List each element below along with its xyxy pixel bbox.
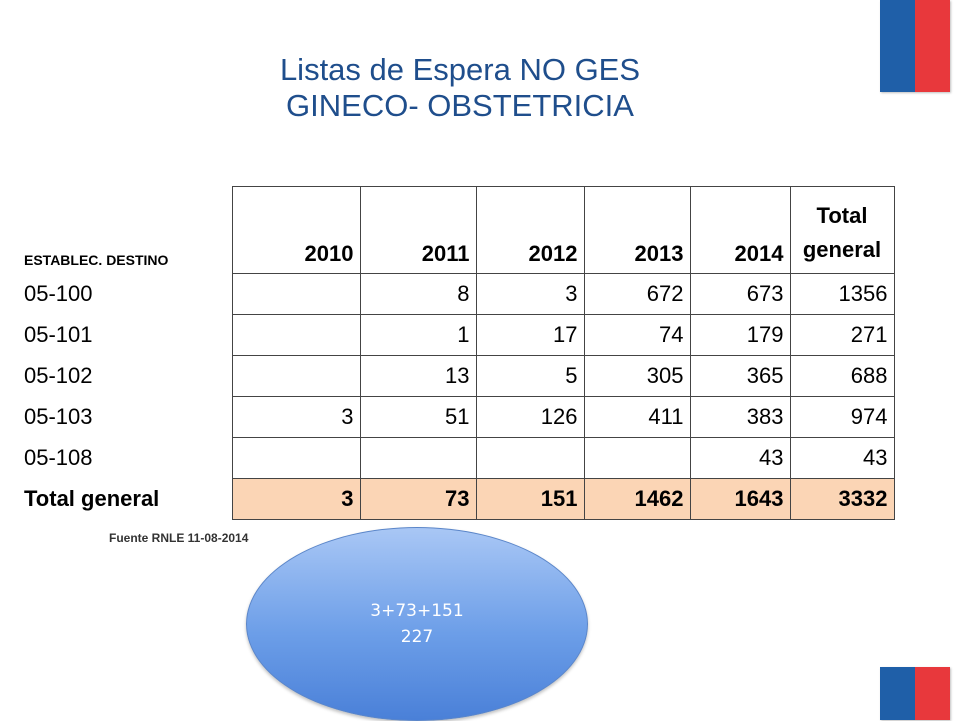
table-row: 05-102 13 5 305 365 688 bbox=[22, 355, 895, 397]
table-cell: 8 bbox=[359, 273, 477, 315]
table-cell bbox=[231, 314, 361, 356]
table-row: 05-100 8 3 672 673 1356 bbox=[22, 273, 895, 315]
total-row-label: Total general bbox=[22, 478, 233, 520]
table-cell: 151 bbox=[475, 478, 585, 520]
table-cell: 305 bbox=[583, 355, 691, 397]
table-cell: 51 bbox=[359, 396, 477, 438]
table-cell: 974 bbox=[789, 396, 895, 438]
column-header-total-line2: general bbox=[802, 237, 882, 262]
row-label: 05-102 bbox=[22, 355, 233, 397]
table-cell: 74 bbox=[583, 314, 691, 356]
column-header-year: 2014 bbox=[689, 186, 791, 274]
table-cell: 365 bbox=[689, 355, 791, 397]
table-cell: 5 bbox=[475, 355, 585, 397]
flag-logo-bottom bbox=[880, 667, 950, 720]
table-cell: 17 bbox=[475, 314, 585, 356]
table-cell: 1643 bbox=[689, 478, 791, 520]
row-label: 05-108 bbox=[22, 437, 233, 479]
table-row: 05-103 3 51 126 411 383 974 bbox=[22, 396, 895, 438]
sum-callout: 3+73+151 227 bbox=[246, 527, 588, 721]
source-note: Fuente RNLE 11-08-2014 bbox=[109, 531, 249, 545]
table-cell: 1356 bbox=[789, 273, 895, 315]
table-row: 05-108 43 43 bbox=[22, 437, 895, 479]
table-cell bbox=[231, 273, 361, 315]
flag-logo-top bbox=[880, 0, 950, 92]
page-subtitle: GINECO- OBSTETRICIA bbox=[286, 88, 634, 123]
table-cell: 13 bbox=[359, 355, 477, 397]
sum-callout-result: 227 bbox=[400, 627, 434, 647]
table-cell bbox=[231, 355, 361, 397]
table-cell: 3332 bbox=[789, 478, 895, 520]
table-cell: 688 bbox=[789, 355, 895, 397]
table-cell: 73 bbox=[359, 478, 477, 520]
total-row: Total general 3 73 151 1462 1643 3332 bbox=[22, 478, 895, 520]
table-cell: 3 bbox=[231, 478, 361, 520]
column-header-year: 2013 bbox=[583, 186, 691, 274]
table-cell: 1462 bbox=[583, 478, 691, 520]
table-cell: 3 bbox=[231, 396, 361, 438]
row-label: 05-103 bbox=[22, 396, 233, 438]
table-cell bbox=[359, 437, 477, 479]
column-header-year: 2010 bbox=[231, 186, 361, 274]
column-header-total: Total general bbox=[789, 186, 895, 274]
table-cell: 179 bbox=[689, 314, 791, 356]
page-title: Listas de Espera NO GES bbox=[279, 52, 641, 87]
waiting-list-table: ESTABLEC. DESTINO 2010 2011 2012 2013 20… bbox=[22, 186, 895, 520]
table-cell bbox=[231, 437, 361, 479]
column-header-year: 2012 bbox=[475, 186, 585, 274]
table-cell: 43 bbox=[789, 437, 895, 479]
table-cell: 3 bbox=[475, 273, 585, 315]
column-header-establishment: ESTABLEC. DESTINO bbox=[24, 251, 169, 268]
row-label: 05-100 bbox=[22, 273, 233, 315]
table-header-row: ESTABLEC. DESTINO 2010 2011 2012 2013 20… bbox=[22, 186, 895, 274]
table-cell: 1 bbox=[359, 314, 477, 356]
table-cell bbox=[583, 437, 691, 479]
column-header-total-line1: Total bbox=[816, 203, 868, 228]
row-label: 05-101 bbox=[22, 314, 233, 356]
column-header-year: 2011 bbox=[359, 186, 477, 274]
table-cell: 126 bbox=[475, 396, 585, 438]
table-cell bbox=[475, 437, 585, 479]
table-cell: 673 bbox=[689, 273, 791, 315]
table-cell: 43 bbox=[689, 437, 791, 479]
table-cell: 271 bbox=[789, 314, 895, 356]
table-cell: 383 bbox=[689, 396, 791, 438]
table-cell: 672 bbox=[583, 273, 691, 315]
sum-callout-formula: 3+73+151 bbox=[370, 601, 464, 621]
table-row: 05-101 1 17 74 179 271 bbox=[22, 314, 895, 356]
table-cell: 411 bbox=[583, 396, 691, 438]
